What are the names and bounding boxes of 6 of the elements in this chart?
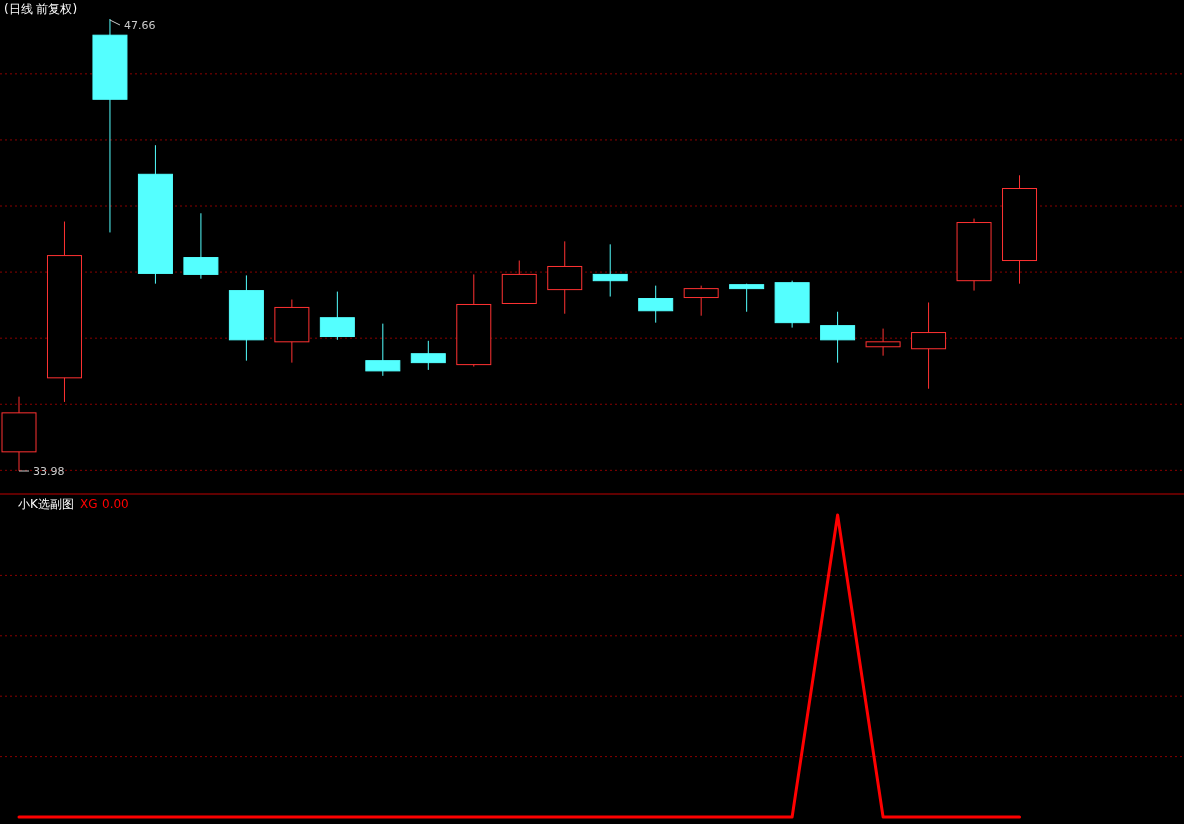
text: XG <box>80 497 98 511</box>
annotation: 33.98 <box>33 465 65 478</box>
annotation: 47.66 <box>123 19 156 32</box>
text: 0.00 <box>102 497 129 511</box>
chart-title: 小K选副图 <box>18 497 74 511</box>
chart-title: (日线 前复权) <box>4 2 78 16</box>
